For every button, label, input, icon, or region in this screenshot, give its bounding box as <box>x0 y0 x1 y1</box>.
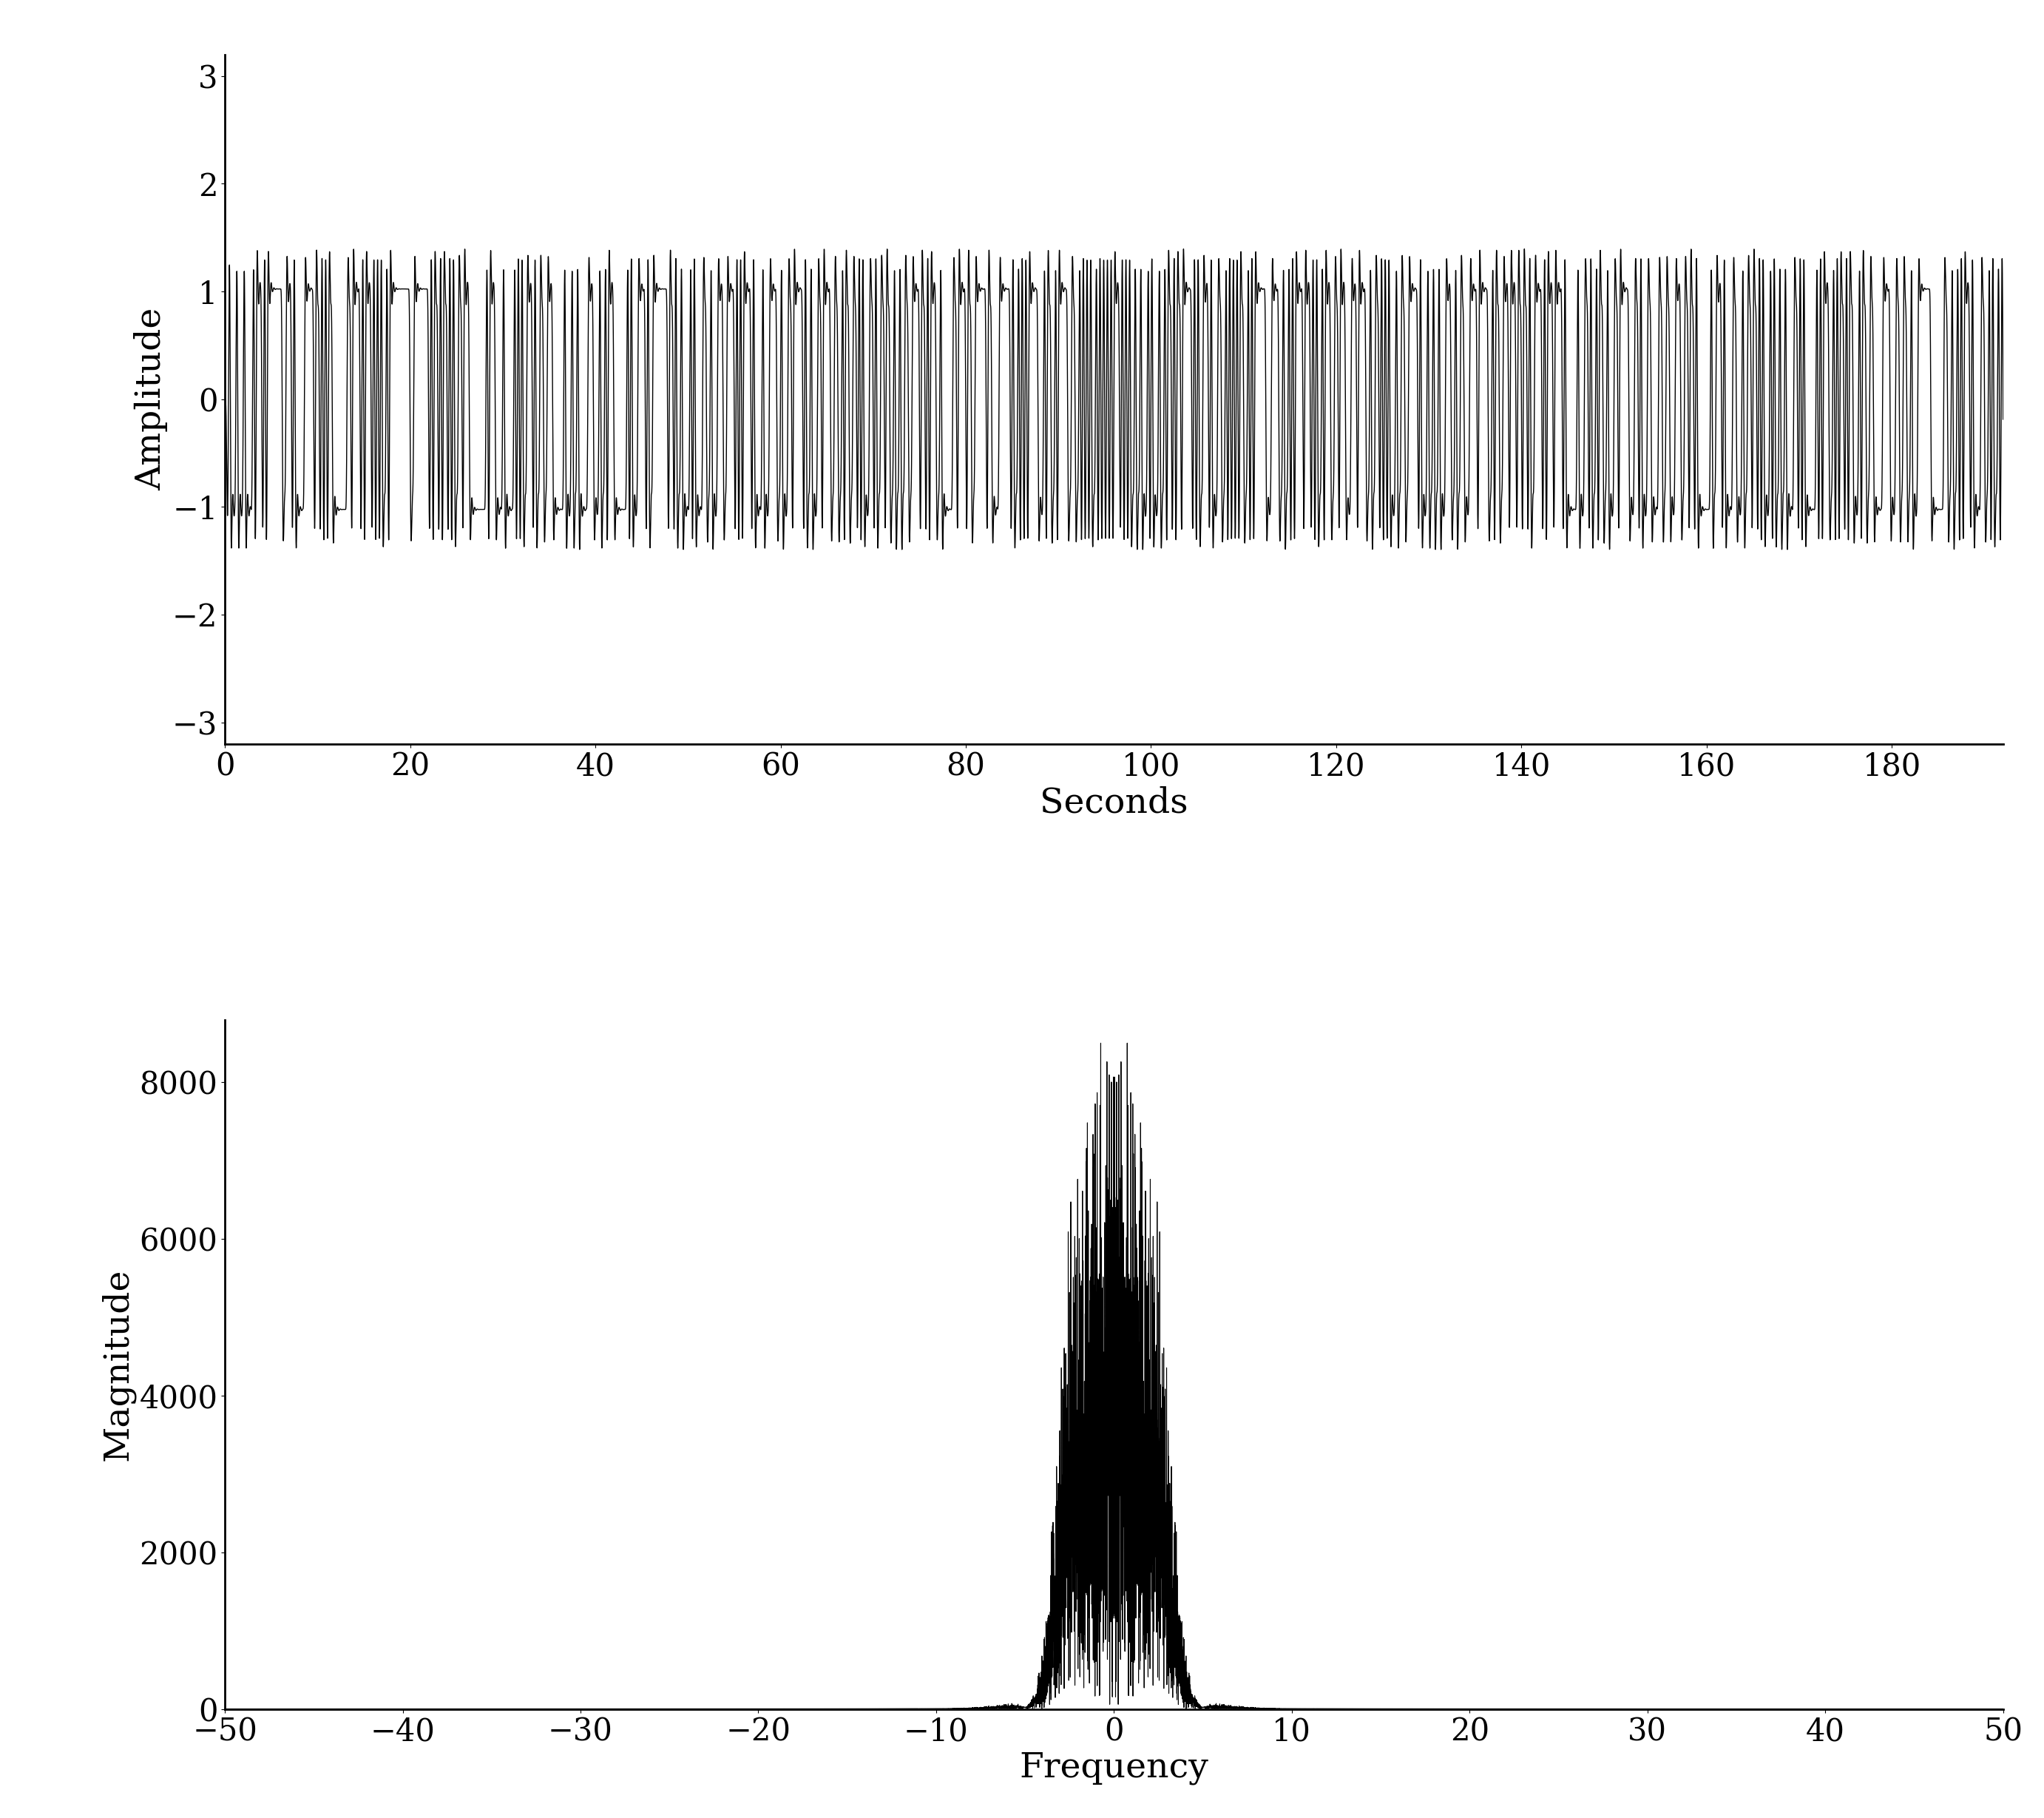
X-axis label: Seconds: Seconds <box>1040 785 1188 820</box>
Y-axis label: Magnitude: Magnitude <box>100 1267 135 1460</box>
Y-axis label: Amplitude: Amplitude <box>135 307 168 491</box>
X-axis label: Frequency: Frequency <box>1020 1751 1208 1785</box>
